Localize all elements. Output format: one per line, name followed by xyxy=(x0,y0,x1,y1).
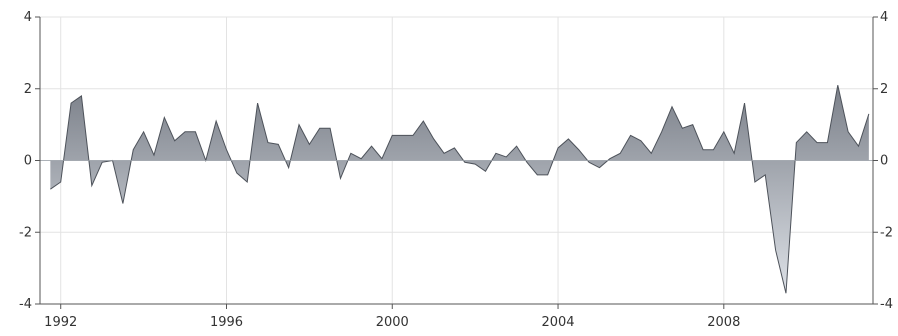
y-tick-label-right-4: -4 xyxy=(880,297,893,312)
x-tick-label-2: 2000 xyxy=(376,315,409,330)
x-tick-label-4: 2008 xyxy=(707,315,740,330)
area-fill xyxy=(50,85,869,294)
x-tick-label-0: 1992 xyxy=(44,315,77,330)
y-tick-label-left-0: 4 xyxy=(24,10,32,25)
axes xyxy=(35,16,878,309)
x-tick-label-1: 1996 xyxy=(210,315,243,330)
y-tick-label-right-2: 0 xyxy=(880,154,888,169)
tick-labels: 4 4 2 2 0 0 -2 -2 -4 -4 1992 1996 2000 2004 2008 xyxy=(19,10,893,330)
y-tick-label-right-0: 4 xyxy=(880,10,888,25)
y-tick-label-right-3: -2 xyxy=(880,225,893,240)
y-tick-label-left-3: -2 xyxy=(19,225,32,240)
y-tick-label-left-1: 2 xyxy=(24,82,32,97)
area-line xyxy=(50,85,870,294)
y-tick-label-left-2: 0 xyxy=(24,154,32,169)
area-series xyxy=(40,85,873,294)
y-tick-label-left-4: -4 xyxy=(19,297,32,312)
x-tick-label-3: 2004 xyxy=(541,315,574,330)
y-tick-label-right-1: 2 xyxy=(880,82,888,97)
